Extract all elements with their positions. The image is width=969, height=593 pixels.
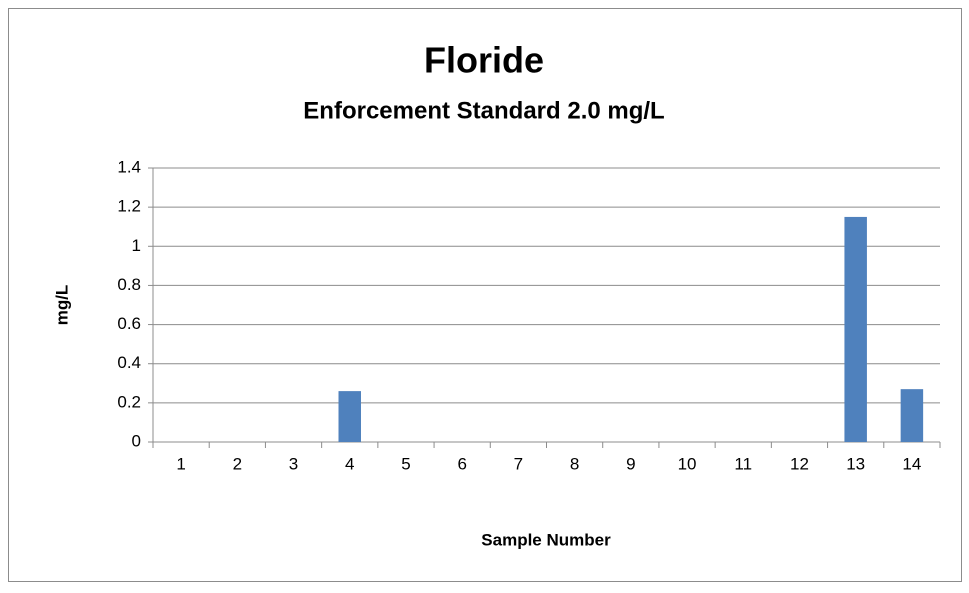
x-tick-label: 4	[345, 454, 354, 473]
y-tick-label: 0.2	[117, 392, 141, 411]
x-tick-label: 11	[734, 454, 752, 473]
x-axis-label: Sample Number	[481, 530, 611, 549]
chart-subtitle: Enforcement Standard 2.0 mg/L	[303, 97, 664, 124]
y-tick-label: 1.2	[117, 197, 141, 216]
x-tick-label: 14	[902, 454, 921, 473]
y-tick-label: 0	[132, 431, 141, 450]
y-axis-label: mg/L	[52, 285, 71, 326]
x-tick-label: 6	[457, 454, 466, 473]
chart-border	[8, 8, 962, 582]
y-tick-label: 0.6	[117, 314, 141, 333]
x-tick-label: 13	[846, 454, 865, 473]
y-tick-label: 1.4	[117, 157, 141, 176]
x-tick-label: 8	[570, 454, 579, 473]
x-tick-label: 7	[514, 454, 523, 473]
y-tick-label: 0.4	[117, 353, 141, 372]
x-tick-label: 5	[401, 454, 410, 473]
x-tick-label: 10	[678, 454, 697, 473]
y-tick-label: 0.8	[117, 275, 141, 294]
x-tick-label: 9	[626, 454, 635, 473]
chart-title: Floride	[424, 40, 544, 81]
bar	[900, 389, 924, 442]
y-tick-label: 1	[132, 236, 141, 255]
x-tick-label: 2	[233, 454, 242, 473]
bar	[844, 216, 867, 442]
bar	[338, 391, 361, 442]
x-tick-label: 3	[289, 454, 298, 473]
x-tick-label: 12	[790, 454, 809, 473]
x-tick-label: 1	[176, 454, 185, 473]
